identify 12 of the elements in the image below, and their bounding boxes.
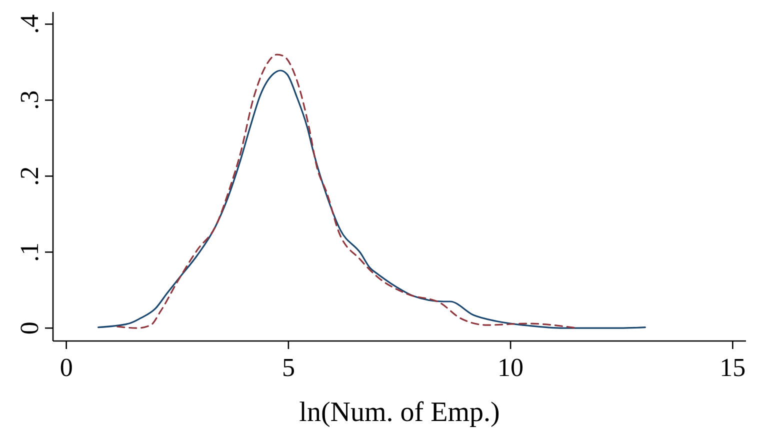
- line-series: [116, 54, 578, 329]
- y-tick-label: .2: [15, 166, 44, 186]
- y-tick-label: .3: [15, 90, 44, 110]
- x-tick-label: 5: [282, 353, 295, 382]
- y-tick-label: .4: [15, 14, 44, 34]
- x-tick-label: 10: [498, 353, 524, 382]
- y-tick-label: 0: [15, 322, 44, 335]
- x-tick-label: 0: [60, 353, 73, 382]
- x-axis-title: ln(Num. of Emp.): [299, 397, 500, 428]
- x-tick-label: 15: [720, 353, 746, 382]
- line-series: [98, 70, 646, 329]
- y-tick-label: .1: [15, 242, 44, 262]
